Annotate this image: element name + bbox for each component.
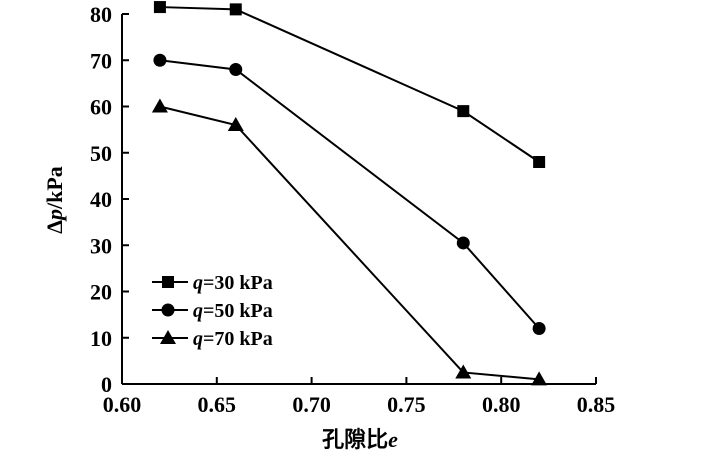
- legend-label: q=50 kPa: [193, 300, 273, 322]
- series-3: [151, 98, 548, 386]
- y-tick-label: 0: [101, 372, 112, 397]
- series-2: [153, 53, 546, 335]
- legend-marker: [160, 330, 176, 344]
- x-tick-label: 0.75: [387, 392, 426, 417]
- data-point: [532, 322, 546, 335]
- data-point: [455, 364, 472, 379]
- data-point: [457, 105, 470, 118]
- series-1: [153, 1, 546, 168]
- data-point: [151, 98, 168, 113]
- series-line: [159, 6, 540, 163]
- legend-item: q=50 kPa: [152, 300, 273, 322]
- series-layer: [151, 1, 548, 386]
- legend-marker: [161, 303, 175, 317]
- legend-item: q=30 kPa: [152, 272, 273, 294]
- data-point: [456, 236, 470, 250]
- y-tick-label: 10: [90, 326, 112, 351]
- series-line: [159, 59, 540, 330]
- x-tick-label: 0.80: [482, 392, 521, 417]
- legend-marker: [162, 276, 174, 288]
- y-tick-label: 30: [90, 233, 112, 258]
- data-point: [229, 63, 243, 76]
- data-point: [533, 156, 546, 168]
- y-tick-label: 40: [90, 187, 112, 212]
- legend-label: q=30 kPa: [193, 272, 273, 294]
- axes: 0 10 20 30 40 50 60 70 80 0.60 0.65 0.70 0.75 0.80 0.8…: [90, 2, 615, 417]
- y-tick-label: 20: [90, 280, 112, 305]
- data-point: [153, 1, 166, 14]
- data-point: [227, 117, 244, 131]
- series-line: [159, 105, 540, 381]
- x-tick-label: 0.85: [577, 392, 616, 417]
- data-point: [531, 371, 548, 386]
- x-axis-title: 孔隙比e: [322, 427, 398, 452]
- x-tick-label: 0.60: [103, 392, 142, 417]
- y-tick-label: 80: [90, 2, 112, 27]
- legend-label: q=70 kPa: [193, 328, 273, 350]
- data-point: [153, 53, 167, 67]
- data-point: [229, 3, 242, 16]
- y-tick-label: 60: [90, 95, 112, 120]
- y-axis-title: Δp/kPa: [42, 166, 67, 234]
- x-tick-label: 0.70: [292, 392, 331, 417]
- y-tick-label: 70: [90, 48, 112, 73]
- y-tick-label: 50: [90, 141, 112, 166]
- legend: q=30 kPa q=50 kPa q=70 kPa: [152, 272, 273, 350]
- x-tick-label: 0.65: [198, 392, 237, 417]
- legend-item: q=70 kPa: [152, 328, 273, 350]
